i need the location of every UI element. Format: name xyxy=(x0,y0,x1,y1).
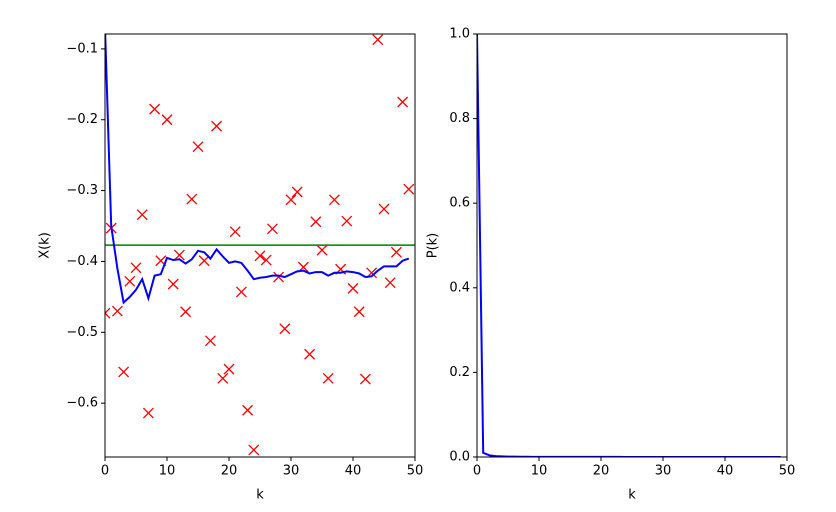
data-point xyxy=(124,275,136,287)
data-point xyxy=(198,255,210,267)
x-tick-label: 50 xyxy=(779,464,796,479)
data-point xyxy=(130,262,142,274)
y-tick-label: −0.6 xyxy=(66,396,98,411)
data-point xyxy=(235,286,247,298)
y-axis-label: P(k) xyxy=(426,233,441,259)
data-point xyxy=(341,215,353,227)
y-tick-label: 0.4 xyxy=(449,280,470,295)
data-point xyxy=(192,141,204,153)
data-point xyxy=(180,306,192,318)
data-point xyxy=(248,444,260,456)
data-point xyxy=(242,404,254,416)
data-point xyxy=(211,120,223,132)
data-point xyxy=(285,194,297,206)
data-point xyxy=(105,307,111,319)
data-point xyxy=(316,244,328,256)
x-tick-label: 10 xyxy=(531,464,548,479)
data-line xyxy=(105,34,410,305)
data-point xyxy=(291,186,303,198)
data-point xyxy=(161,114,173,126)
data-line xyxy=(477,34,781,457)
plot-area xyxy=(105,34,415,456)
x-tick-label: 0 xyxy=(101,464,109,479)
x-tick-label: 20 xyxy=(593,464,610,479)
data-point xyxy=(186,193,198,205)
data-point xyxy=(142,407,154,419)
data-point xyxy=(279,323,291,335)
data-point xyxy=(310,216,322,228)
data-point xyxy=(322,372,334,384)
y-tick-label: 1.0 xyxy=(449,27,470,42)
data-point xyxy=(223,363,235,375)
x-tick-label: 40 xyxy=(345,464,362,479)
plot-area xyxy=(477,34,781,457)
data-point xyxy=(304,348,316,360)
y-tick-label: 0.6 xyxy=(449,196,470,211)
data-point xyxy=(167,278,179,290)
data-point xyxy=(204,335,216,347)
axes-frame xyxy=(476,33,788,458)
x-tick-label: 40 xyxy=(717,464,734,479)
x-tick-label: 30 xyxy=(655,464,672,479)
data-point xyxy=(378,203,390,215)
x-tick-label: 0 xyxy=(473,464,481,479)
y-tick-label: 0.8 xyxy=(449,111,470,126)
axes-frame xyxy=(104,33,416,458)
data-point xyxy=(136,209,148,221)
data-point xyxy=(390,246,402,258)
data-point xyxy=(273,271,285,283)
data-point xyxy=(118,366,130,378)
data-point xyxy=(266,223,278,235)
y-tick-label: −0.4 xyxy=(66,254,98,269)
x-axis-label: k xyxy=(256,488,264,503)
y-tick-label: 0.0 xyxy=(449,450,470,465)
x-axis-label: k xyxy=(628,488,636,503)
data-point xyxy=(384,277,396,289)
data-point xyxy=(347,282,359,294)
data-point xyxy=(260,254,272,266)
x-tick-label: 30 xyxy=(283,464,300,479)
data-point xyxy=(372,34,384,46)
y-tick-label: −0.3 xyxy=(66,183,98,198)
data-point xyxy=(254,250,266,262)
x-tick-label: 10 xyxy=(159,464,176,479)
data-point xyxy=(149,103,161,115)
data-point xyxy=(217,372,229,384)
data-point xyxy=(403,183,415,195)
data-point xyxy=(173,249,185,261)
y-axis-label: X(k) xyxy=(38,232,53,259)
y-tick-label: −0.1 xyxy=(66,41,98,56)
y-tick-label: −0.2 xyxy=(66,112,98,127)
data-point xyxy=(229,226,241,238)
x-tick-label: 20 xyxy=(221,464,238,479)
data-point xyxy=(111,305,123,317)
data-point xyxy=(359,373,371,385)
y-tick-label: 0.2 xyxy=(449,365,470,380)
data-point xyxy=(397,96,409,108)
x-tick-label: 50 xyxy=(407,464,424,479)
y-tick-label: −0.5 xyxy=(66,325,98,340)
data-point xyxy=(353,306,365,318)
data-point xyxy=(328,194,340,206)
